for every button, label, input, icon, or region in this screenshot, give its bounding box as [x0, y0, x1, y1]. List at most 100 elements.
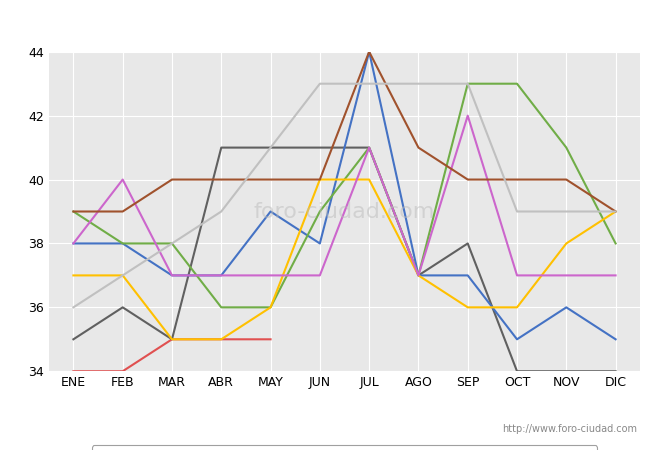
2019 [168, 273, 176, 278]
2022 [316, 241, 324, 246]
Line: 2021: 2021 [73, 84, 616, 307]
2018 [266, 177, 274, 182]
2022 [168, 273, 176, 278]
Line: 2022: 2022 [73, 52, 616, 339]
2021 [70, 209, 77, 214]
2023 [415, 273, 422, 278]
2017 [70, 305, 77, 310]
2021 [612, 241, 619, 246]
2023 [70, 337, 77, 342]
2021 [513, 81, 521, 86]
2020 [316, 177, 324, 182]
2017 [119, 273, 127, 278]
2022 [415, 273, 422, 278]
2022 [217, 273, 225, 278]
2021 [415, 273, 422, 278]
2022 [464, 273, 472, 278]
Text: foro-ciudad.com: foro-ciudad.com [254, 202, 436, 221]
2022 [562, 305, 570, 310]
2023 [562, 369, 570, 374]
2018 [464, 177, 472, 182]
2020 [562, 241, 570, 246]
2018 [70, 209, 77, 214]
2019 [562, 273, 570, 278]
Text: Afiliados en La Pesquera a 31/5/2024: Afiliados en La Pesquera a 31/5/2024 [157, 8, 493, 26]
2017 [415, 81, 422, 86]
2022 [365, 49, 373, 54]
2017 [316, 81, 324, 86]
2023 [266, 145, 274, 150]
2024 [217, 337, 225, 342]
2020 [217, 337, 225, 342]
2021 [168, 241, 176, 246]
2023 [217, 145, 225, 150]
2019 [70, 241, 77, 246]
2023 [365, 145, 373, 150]
2019 [513, 273, 521, 278]
2021 [562, 145, 570, 150]
2021 [365, 145, 373, 150]
2019 [464, 113, 472, 118]
2019 [217, 273, 225, 278]
Line: 2019: 2019 [73, 116, 616, 275]
2019 [415, 273, 422, 278]
2024 [70, 369, 77, 374]
2023 [119, 305, 127, 310]
2018 [415, 145, 422, 150]
2017 [168, 241, 176, 246]
2022 [70, 241, 77, 246]
2022 [119, 241, 127, 246]
2018 [316, 177, 324, 182]
2017 [464, 81, 472, 86]
2020 [365, 177, 373, 182]
2021 [119, 241, 127, 246]
2018 [562, 177, 570, 182]
2020 [70, 273, 77, 278]
2018 [365, 49, 373, 54]
Line: 2023: 2023 [73, 148, 616, 371]
2022 [266, 209, 274, 214]
2020 [119, 273, 127, 278]
2018 [612, 209, 619, 214]
2024 [168, 337, 176, 342]
2018 [217, 177, 225, 182]
2021 [316, 209, 324, 214]
2020 [464, 305, 472, 310]
2023 [464, 241, 472, 246]
2017 [266, 145, 274, 150]
2023 [316, 145, 324, 150]
2017 [217, 209, 225, 214]
2018 [513, 177, 521, 182]
2017 [612, 209, 619, 214]
2021 [217, 305, 225, 310]
Text: http://www.foro-ciudad.com: http://www.foro-ciudad.com [502, 424, 637, 434]
2022 [612, 337, 619, 342]
2019 [365, 145, 373, 150]
2019 [316, 273, 324, 278]
Line: 2024: 2024 [73, 339, 270, 371]
2023 [513, 369, 521, 374]
2020 [168, 337, 176, 342]
2020 [415, 273, 422, 278]
2018 [119, 209, 127, 214]
2019 [612, 273, 619, 278]
2018 [168, 177, 176, 182]
2024 [119, 369, 127, 374]
2020 [266, 305, 274, 310]
2020 [513, 305, 521, 310]
2023 [612, 369, 619, 374]
2023 [168, 337, 176, 342]
2017 [365, 81, 373, 86]
2021 [464, 81, 472, 86]
Line: 2018: 2018 [73, 52, 616, 212]
Line: 2020: 2020 [73, 180, 616, 339]
2024 [266, 337, 274, 342]
2022 [513, 337, 521, 342]
2021 [266, 305, 274, 310]
2019 [266, 273, 274, 278]
2020 [612, 209, 619, 214]
2019 [119, 177, 127, 182]
Legend: 2024, 2023, 2022, 2021, 2020, 2019, 2018, 2017: 2024, 2023, 2022, 2021, 2020, 2019, 2018… [92, 445, 597, 450]
2017 [513, 209, 521, 214]
2017 [562, 209, 570, 214]
